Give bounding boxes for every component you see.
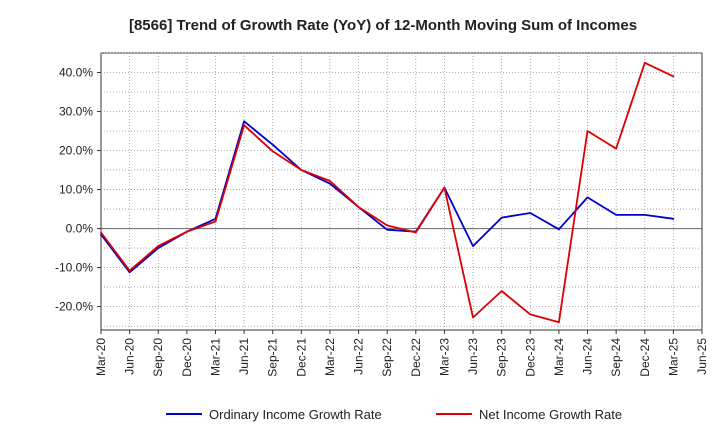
x-tick-label: Mar-21 xyxy=(208,338,222,376)
x-tick-label: Sep-20 xyxy=(151,338,165,377)
chart-title: [8566] Trend of Growth Rate (YoY) of 12-… xyxy=(129,17,637,34)
y-tick-label: -10.0% xyxy=(55,261,93,275)
y-tick-label: 30.0% xyxy=(59,105,93,119)
x-tick-label: Mar-25 xyxy=(666,338,680,376)
y-tick-label: 10.0% xyxy=(59,183,93,197)
x-tick-label: Jun-24 xyxy=(581,338,595,375)
x-tick-label: Mar-23 xyxy=(437,338,451,376)
x-tick-label: Jun-22 xyxy=(352,338,366,375)
x-tick-label: Sep-24 xyxy=(609,338,623,377)
x-tick-label: Jun-20 xyxy=(123,338,137,375)
grid-lines xyxy=(101,52,702,330)
y-tick-label: 0.0% xyxy=(66,222,94,236)
x-axis: Mar-20 Jun-20 Sep-20 Dec-20 Mar-21 Jun-21 Sep-… xyxy=(94,330,709,377)
x-tick-label: Jun-25 xyxy=(695,338,709,375)
x-tick-label: Dec-22 xyxy=(409,338,423,377)
x-tick-label: Jun-21 xyxy=(237,338,251,375)
x-tick-label: Jun-23 xyxy=(466,338,480,375)
x-tick-label: Mar-24 xyxy=(552,338,566,376)
x-tick-label: Mar-22 xyxy=(323,338,337,376)
x-tick-label: Dec-24 xyxy=(638,338,652,377)
y-tick-label: -20.0% xyxy=(55,300,93,314)
y-tick-label: 40.0% xyxy=(59,66,93,80)
series-lines xyxy=(100,61,675,324)
x-tick-label: Dec-21 xyxy=(294,338,308,377)
y-tick-label: 20.0% xyxy=(59,144,93,158)
x-tick-label: Dec-23 xyxy=(523,338,537,377)
x-tick-label: Sep-23 xyxy=(495,338,509,377)
y-axis: -20.0% -10.0% 0.0% 10.0% 20.0% 30.0% 40.0% xyxy=(55,66,101,314)
x-tick-label: Dec-20 xyxy=(180,338,194,377)
legend-label: Ordinary Income Growth Rate xyxy=(209,407,382,422)
legend-label: Net Income Growth Rate xyxy=(479,407,622,422)
x-tick-label: Mar-20 xyxy=(94,338,108,376)
plot-area xyxy=(100,52,703,331)
legend: Ordinary Income Growth Rate Net Income Gr… xyxy=(166,407,622,422)
series-line-net-income xyxy=(100,61,675,324)
x-tick-label: Sep-22 xyxy=(380,338,394,377)
plot-frame xyxy=(100,52,703,331)
x-tick-label: Sep-21 xyxy=(266,338,280,377)
